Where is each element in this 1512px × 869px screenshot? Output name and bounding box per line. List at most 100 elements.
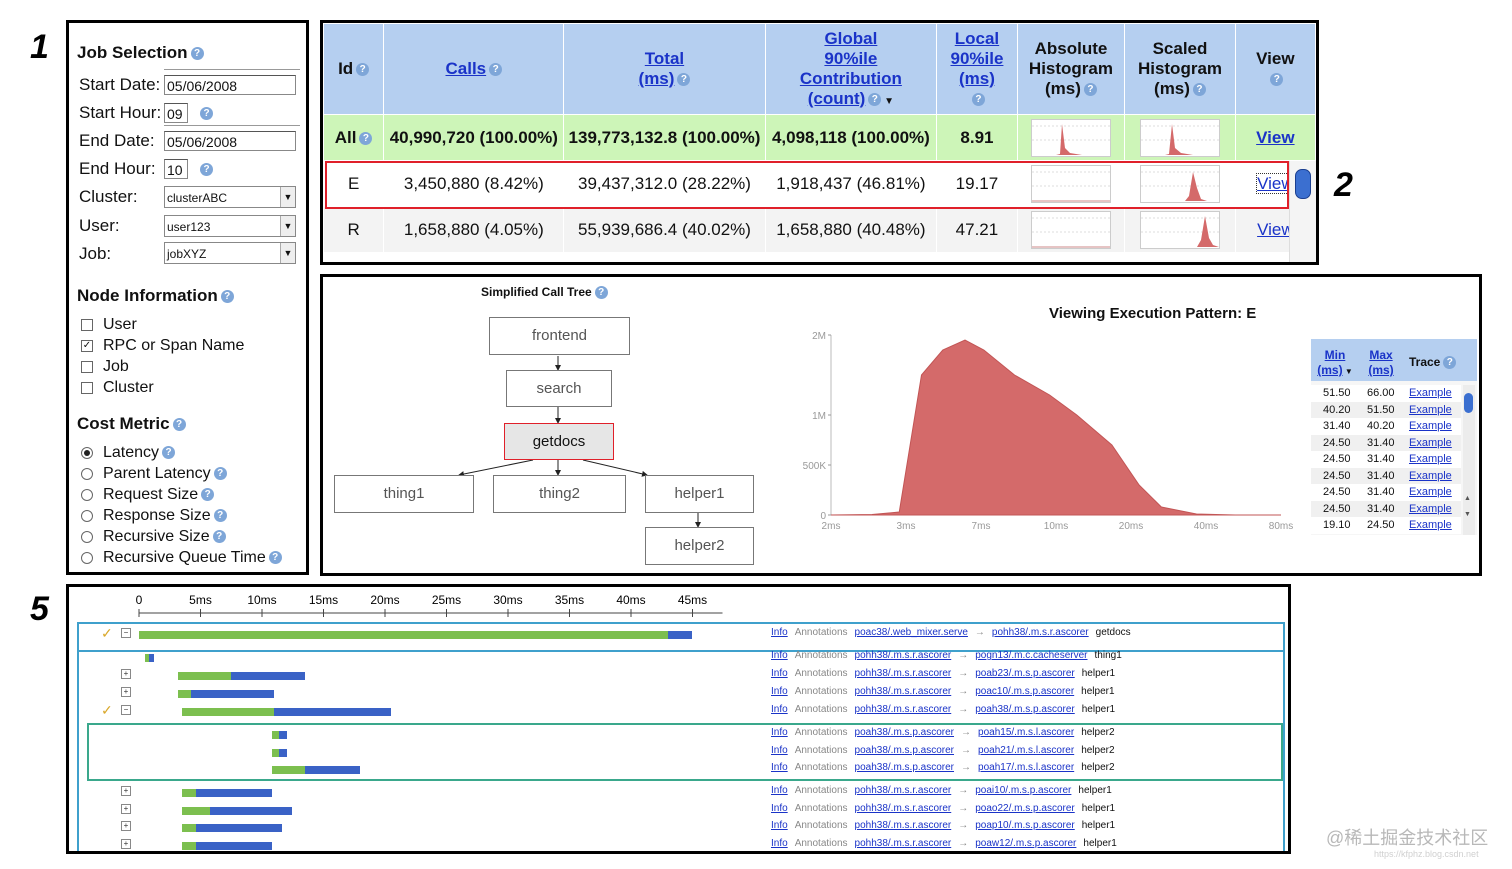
- help-icon[interactable]: [971, 93, 985, 107]
- view-link[interactable]: View: [1256, 172, 1295, 194]
- radio-button[interactable]: [81, 509, 93, 522]
- span-bar-wait[interactable]: [271, 749, 280, 757]
- span-bar-active[interactable]: [190, 690, 275, 698]
- view-link[interactable]: View: [1257, 219, 1294, 239]
- max-unit-link[interactable]: (ms): [1368, 363, 1394, 377]
- expand-icon[interactable]: +: [121, 669, 131, 679]
- span-bar-active[interactable]: [210, 807, 292, 815]
- info-link[interactable]: Info: [771, 668, 788, 679]
- span-bar-active[interactable]: [231, 672, 306, 680]
- source-span-link[interactable]: poah38/.m.s.p.ascorer: [854, 727, 955, 738]
- source-span-link[interactable]: pohh38/.m.s.r.ascorer: [854, 838, 952, 849]
- help-icon[interactable]: [220, 290, 234, 304]
- node-option-3[interactable]: Cluster: [81, 377, 244, 398]
- target-span-link[interactable]: poai10/.m.s.p.ascorer: [975, 785, 1072, 796]
- checkbox[interactable]: [81, 360, 93, 373]
- expand-icon[interactable]: +: [121, 786, 131, 796]
- global-pct-link[interactable]: 90%ile: [824, 49, 878, 68]
- checkbox[interactable]: [81, 318, 93, 331]
- span-bar-wait[interactable]: [271, 731, 280, 739]
- example-link[interactable]: Example: [1409, 519, 1452, 531]
- span-bar-wait[interactable]: [139, 631, 668, 639]
- target-span-link[interactable]: poao22/.m.s.p.ascorer: [975, 803, 1075, 814]
- node-option-1[interactable]: ✓ RPC or Span Name: [81, 335, 244, 356]
- table-row[interactable]: Info Annotations poah38/.m.s.p.ascorer → poa…: [69, 745, 1288, 761]
- example-link[interactable]: Example: [1409, 469, 1452, 482]
- info-link[interactable]: Info: [771, 745, 788, 756]
- view-cell[interactable]: View: [1234, 114, 1316, 161]
- help-icon[interactable]: [190, 47, 204, 61]
- tree-node-helper2[interactable]: helper2: [645, 527, 754, 565]
- target-span-link[interactable]: pohh38/.m.s.r.ascorer: [991, 627, 1089, 638]
- target-span-link[interactable]: poap10/.m.s.p.ascorer: [975, 820, 1075, 831]
- target-span-link[interactable]: pogn13/.m.c.cacheserver: [975, 650, 1088, 661]
- table-row[interactable]: Info Annotations pohh38/.m.s.r.ascorer → pog…: [69, 650, 1288, 666]
- help-icon[interactable]: [212, 530, 226, 544]
- global-count-link[interactable]: (count): [807, 89, 866, 108]
- min-sort-link[interactable]: Min: [1324, 348, 1346, 362]
- help-icon[interactable]: [489, 63, 503, 77]
- start-hour-input[interactable]: 09: [164, 103, 188, 123]
- span-bar-active[interactable]: [305, 766, 361, 774]
- info-link[interactable]: Info: [771, 650, 788, 661]
- source-span-link[interactable]: pohh38/.m.s.r.ascorer: [854, 820, 952, 831]
- example-link[interactable]: Example: [1409, 502, 1452, 515]
- span-bar-active[interactable]: [279, 731, 287, 739]
- help-icon[interactable]: [162, 446, 176, 460]
- help-icon[interactable]: [677, 73, 691, 87]
- user-select[interactable]: user123 ▼: [164, 215, 296, 237]
- start-date-input[interactable]: 05/06/2008: [164, 75, 296, 95]
- source-span-link[interactable]: pohh38/.m.s.r.ascorer: [854, 668, 952, 679]
- table-row-e[interactable]: E 3,450,880 (8.42%) 39,437,312.0 (28.22%…: [323, 160, 1316, 207]
- source-span-link[interactable]: pohh38/.m.s.r.ascorer: [854, 704, 952, 715]
- col-local-header[interactable]: Local 90%ile (ms): [936, 23, 1018, 115]
- source-span-link[interactable]: poac38/.web_mixer.serve: [854, 627, 968, 638]
- span-bar-wait[interactable]: [182, 807, 211, 815]
- info-link[interactable]: Info: [771, 727, 788, 738]
- info-link[interactable]: Info: [771, 820, 788, 831]
- example-link[interactable]: Example: [1409, 486, 1452, 498]
- collapse-icon[interactable]: −: [121, 628, 131, 638]
- span-bar-wait[interactable]: [182, 708, 275, 716]
- expand-icon[interactable]: +: [121, 839, 131, 849]
- cost-option-2[interactable]: Request Size: [81, 484, 282, 505]
- radio-button[interactable]: [81, 551, 93, 564]
- span-bar-wait[interactable]: [182, 842, 196, 850]
- table-row[interactable]: ✓ − Info Annotations pohh38/.m.s.r.ascorer → p…: [69, 702, 1288, 720]
- span-bar-wait[interactable]: [178, 672, 232, 680]
- source-span-link[interactable]: pohh38/.m.s.r.ascorer: [854, 650, 952, 661]
- trace-scrollbar[interactable]: ▲ ▼: [1463, 385, 1475, 535]
- radio-button[interactable]: [81, 488, 93, 501]
- target-span-link[interactable]: poab23/.m.s.p.ascorer: [975, 668, 1075, 679]
- source-span-link[interactable]: poah38/.m.s.p.ascorer: [854, 762, 955, 773]
- table-row[interactable]: + Info Annotations pohh38/.m.s.r.ascorer → po…: [69, 838, 1288, 851]
- source-span-link[interactable]: pohh38/.m.s.r.ascorer: [854, 803, 952, 814]
- global-sort-link[interactable]: Global: [824, 29, 878, 48]
- source-span-link[interactable]: pohh38/.m.s.r.ascorer: [854, 686, 952, 697]
- cost-option-0[interactable]: Latency: [81, 442, 282, 463]
- radio-button[interactable]: [81, 530, 93, 543]
- checkbox[interactable]: [81, 381, 93, 394]
- tree-node-getdocs[interactable]: getdocs: [504, 423, 614, 460]
- tree-node-search[interactable]: search: [506, 370, 612, 407]
- span-bar-wait[interactable]: [182, 824, 196, 832]
- help-icon[interactable]: [359, 131, 373, 145]
- cost-option-4[interactable]: Recursive Size: [81, 526, 282, 547]
- source-span-link[interactable]: poah38/.m.s.p.ascorer: [854, 745, 955, 756]
- min-unit-link[interactable]: (ms): [1317, 363, 1343, 377]
- table-row[interactable]: + Info Annotations pohh38/.m.s.r.ascorer → po…: [69, 686, 1288, 702]
- span-bar-wait[interactable]: [145, 654, 149, 662]
- expand-icon[interactable]: +: [121, 804, 131, 814]
- col-total-header[interactable]: Total (ms): [563, 23, 766, 115]
- span-bar-active[interactable]: [148, 654, 154, 662]
- info-link[interactable]: Info: [771, 704, 788, 715]
- help-icon[interactable]: [200, 163, 213, 176]
- collapse-icon[interactable]: −: [121, 705, 131, 715]
- cost-option-1[interactable]: Parent Latency: [81, 463, 282, 484]
- tree-node-thing1[interactable]: thing1: [334, 475, 474, 513]
- end-hour-input[interactable]: 10: [164, 159, 188, 179]
- tree-node-frontend[interactable]: frontend: [489, 317, 630, 355]
- target-span-link[interactable]: poah15/.m.s.l.ascorer: [978, 727, 1075, 738]
- info-link[interactable]: Info: [771, 803, 788, 814]
- help-icon[interactable]: [1083, 83, 1097, 97]
